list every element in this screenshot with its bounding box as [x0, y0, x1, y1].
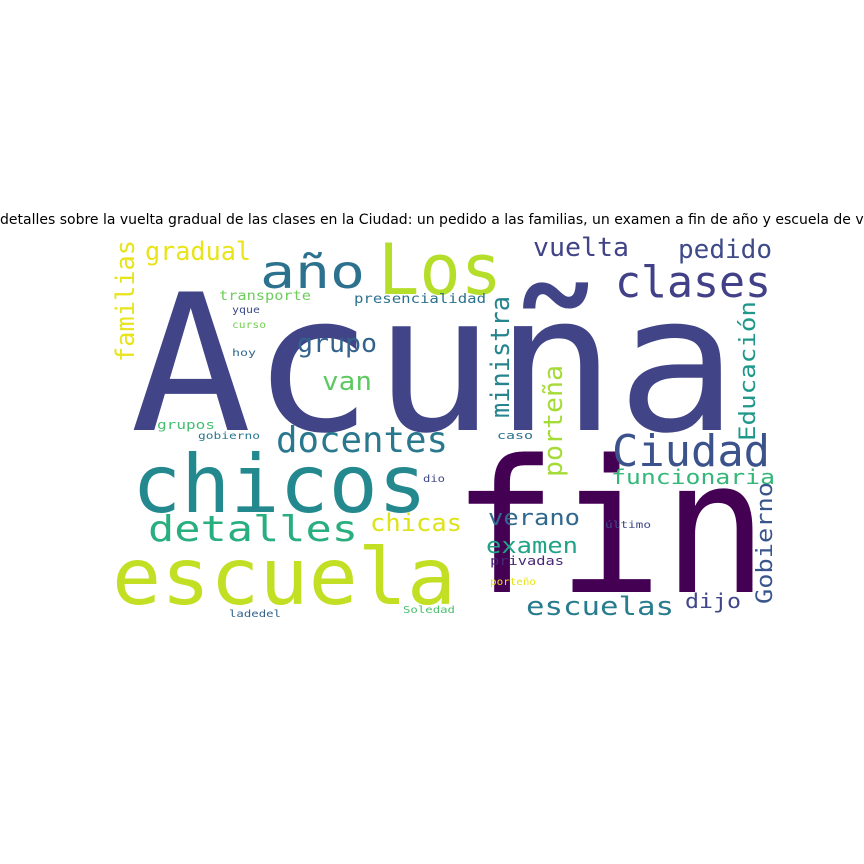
word: grupo — [297, 329, 377, 359]
word: vuelta — [533, 233, 629, 263]
word: van — [322, 367, 372, 397]
word: escuela — [112, 533, 456, 623]
word: chicas — [370, 509, 462, 537]
word: ministra — [486, 296, 516, 418]
word: privadas — [490, 554, 564, 568]
word: chicos — [132, 438, 427, 531]
word: año — [260, 245, 365, 299]
word: yque — [232, 305, 260, 316]
word: porteña — [539, 365, 569, 477]
word: Gobierno — [753, 482, 778, 604]
word: grupos — [157, 418, 215, 432]
word: Los — [378, 229, 502, 311]
word: clases — [615, 257, 771, 308]
word: Ciudad — [612, 426, 770, 477]
word: verano — [488, 506, 580, 531]
word: hoy — [232, 348, 256, 359]
word: docentes — [276, 420, 448, 461]
word: dijo — [685, 589, 741, 613]
word: ladedel — [229, 609, 281, 620]
word: funcionaria — [611, 465, 775, 489]
word: transporte — [219, 289, 311, 304]
word: escuelas — [526, 592, 674, 622]
word: porteño — [490, 577, 536, 588]
word: familias — [111, 240, 141, 362]
wordcloud-title: detalles sobre la vuelta gradual de las … — [0, 212, 864, 234]
word: Soledad — [403, 605, 455, 616]
word: Educación — [736, 301, 761, 441]
word: pedido — [678, 235, 772, 265]
word: dio — [423, 474, 445, 485]
word: fin — [452, 420, 768, 636]
word: detalles — [148, 509, 358, 550]
word: gobierno — [198, 431, 260, 442]
title-text: detalles sobre la vuelta gradual de las … — [0, 212, 864, 228]
word: gradual — [145, 237, 251, 267]
word: curso — [232, 320, 266, 331]
word: presencialidad — [354, 292, 486, 307]
word: Acuña — [130, 254, 738, 475]
word: caso — [497, 429, 533, 442]
word: examen — [486, 534, 578, 559]
word: último — [605, 519, 651, 531]
